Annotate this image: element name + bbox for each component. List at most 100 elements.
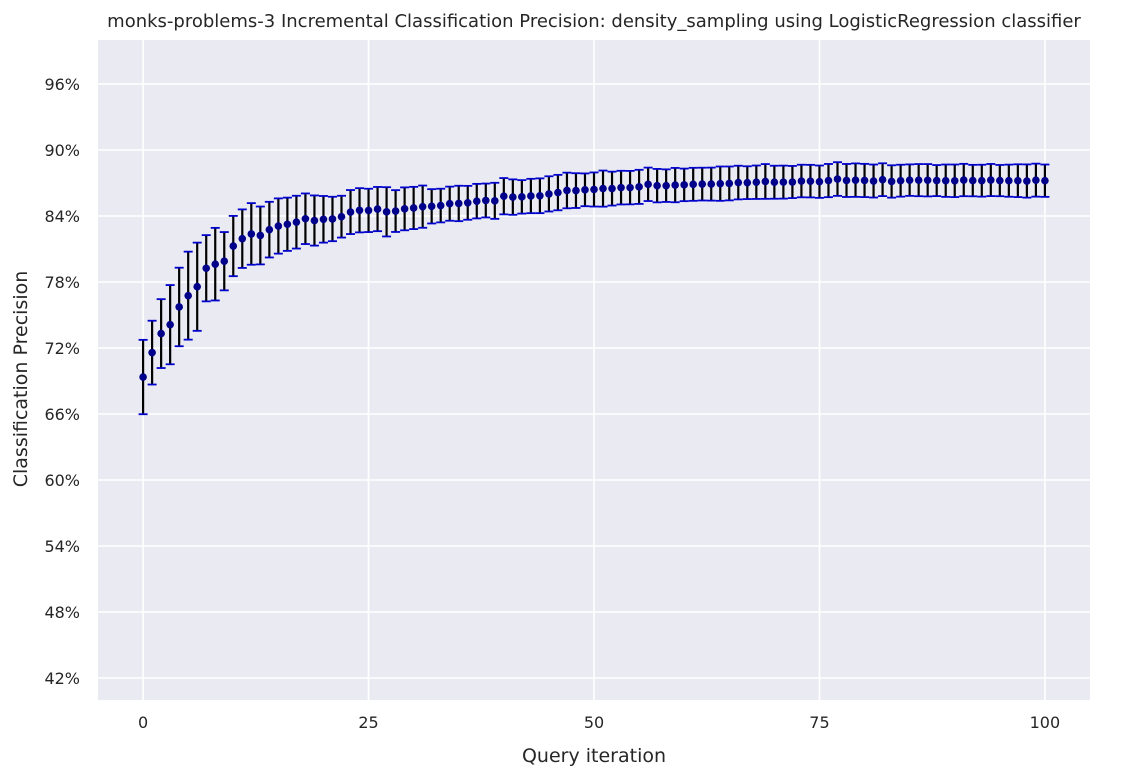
- data-point: [409, 204, 418, 212]
- data-point: [238, 234, 247, 243]
- data-point: [572, 186, 580, 195]
- x-tick-label: 0: [138, 713, 148, 732]
- data-point: [193, 282, 201, 291]
- data-point: [689, 180, 697, 189]
- data-point: [987, 176, 995, 184]
- data-point: [364, 206, 373, 215]
- data-point: [698, 180, 707, 188]
- data-point: [563, 186, 571, 195]
- data-point: [391, 207, 400, 215]
- data-point: [328, 215, 337, 223]
- x-tick-label: 100: [1030, 713, 1061, 732]
- y-tick-label: 42%: [44, 669, 80, 688]
- data-point: [265, 225, 274, 234]
- data-point: [869, 177, 878, 185]
- data-point: [779, 178, 788, 186]
- data-point: [761, 177, 770, 186]
- data-point: [301, 214, 310, 223]
- data-point: [310, 216, 319, 225]
- data-point: [157, 329, 165, 338]
- data-point: [716, 179, 725, 188]
- gridlines: [98, 40, 1090, 700]
- data-point: [545, 190, 553, 198]
- y-tick-label: 72%: [44, 339, 80, 358]
- data-point: [644, 180, 652, 189]
- data-point: [914, 176, 923, 184]
- data-point: [283, 220, 292, 229]
- data-point: [923, 176, 932, 185]
- data-point: [1032, 176, 1040, 184]
- data-point: [815, 177, 824, 186]
- data-point: [463, 199, 472, 207]
- data-point: [797, 177, 806, 185]
- data-point: [139, 373, 147, 381]
- data-point: [959, 176, 968, 184]
- data-point: [445, 199, 454, 208]
- y-tick-label: 84%: [44, 207, 80, 226]
- data-point: [896, 176, 905, 185]
- y-tick-label: 54%: [44, 537, 80, 556]
- x-tick-label: 75: [809, 713, 829, 732]
- data-point: [418, 202, 427, 211]
- data-point: [1041, 176, 1049, 185]
- y-axis-label: Classification Precision: [10, 271, 32, 488]
- data-point: [454, 199, 463, 208]
- data-point: [491, 197, 499, 205]
- data-point: [752, 178, 761, 187]
- data-point: [274, 222, 283, 230]
- data-point: [382, 208, 391, 216]
- data-point: [346, 208, 355, 216]
- data-point: [500, 192, 508, 200]
- data-point: [481, 196, 490, 205]
- y-tick-label: 60%: [44, 471, 80, 490]
- data-point: [842, 176, 851, 185]
- data-point: [734, 178, 743, 187]
- data-point: [175, 303, 183, 311]
- data-point: [617, 183, 625, 192]
- chart-title: monks-problems-3 Incremental Classificat…: [107, 11, 1081, 32]
- data-point: [905, 176, 914, 184]
- data-point: [653, 181, 661, 190]
- y-tick-label: 78%: [44, 273, 80, 292]
- data-point: [887, 177, 896, 186]
- data-point: [662, 181, 670, 190]
- data-point: [635, 183, 643, 191]
- data-point: [581, 186, 589, 194]
- data-point: [707, 180, 716, 188]
- data-point: [788, 178, 797, 186]
- data-point: [166, 320, 174, 329]
- data-point: [996, 176, 1004, 185]
- data-point: [977, 176, 986, 185]
- data-point: [806, 177, 815, 185]
- data-point: [725, 179, 734, 188]
- data-point: [148, 348, 156, 357]
- data-point: [590, 185, 598, 194]
- data-point: [626, 183, 634, 192]
- data-point: [355, 206, 364, 215]
- x-tick-label: 25: [358, 713, 378, 732]
- data-point: [941, 176, 950, 185]
- data-point: [770, 178, 779, 187]
- y-tick-label: 96%: [44, 75, 80, 94]
- data-point: [824, 176, 833, 185]
- data-point: [509, 193, 517, 201]
- data-points: [139, 175, 1049, 381]
- data-point: [932, 176, 941, 185]
- x-tick-label: 50: [584, 713, 604, 732]
- data-point: [472, 197, 481, 205]
- data-point: [1005, 176, 1013, 185]
- data-point: [608, 184, 616, 193]
- data-point: [202, 264, 211, 273]
- data-point: [229, 242, 238, 250]
- y-tick-label: 48%: [44, 603, 80, 622]
- data-point: [680, 181, 688, 189]
- data-point: [292, 218, 301, 226]
- data-point: [247, 230, 256, 238]
- data-point: [554, 188, 562, 197]
- data-point: [1014, 176, 1022, 185]
- data-point: [436, 201, 445, 210]
- data-point: [860, 176, 869, 185]
- x-axis-label: Query iteration: [522, 745, 666, 767]
- data-point: [671, 181, 679, 189]
